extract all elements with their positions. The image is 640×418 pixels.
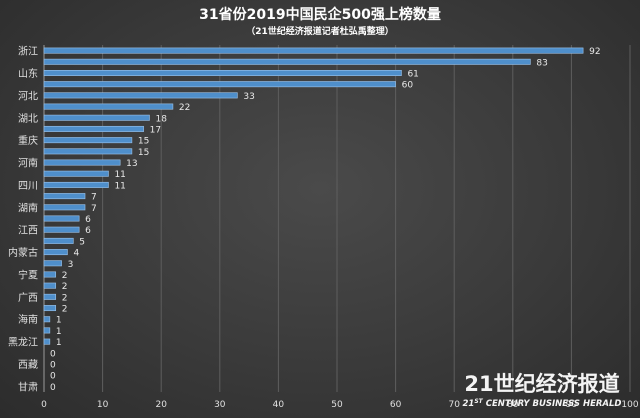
x-tick-label: 50: [331, 400, 343, 410]
category-label: 重庆: [18, 134, 38, 147]
x-tick-label: 100: [621, 400, 638, 410]
data-label: 92: [589, 47, 600, 57]
data-label: 13: [126, 159, 137, 169]
category-label: 山东: [18, 67, 38, 80]
bar: [43, 215, 80, 222]
x-tick-label: 80: [507, 400, 519, 410]
data-label: 3: [68, 260, 74, 270]
x-axis-ticks: 0 10 20 30 40 50 60 70 80 90 100: [41, 400, 639, 410]
data-label: 7: [91, 204, 97, 214]
grid-lines: [43, 45, 631, 392]
bar: [43, 114, 150, 121]
data-label: 61: [407, 69, 418, 79]
bar: [43, 125, 144, 132]
data-label: 5: [79, 237, 85, 247]
bar: [43, 148, 133, 155]
watermark-logo-en: 21ST CENTURY BUSINESS HERALD: [463, 398, 622, 409]
x-tick-label: 40: [273, 400, 285, 410]
bars: 9283616033221817151513111177665432222111…: [43, 47, 601, 393]
data-label: 83: [536, 58, 547, 68]
bar: [43, 47, 584, 54]
data-label: 15: [138, 148, 149, 158]
data-label: 22: [179, 103, 190, 113]
data-label: 2: [62, 271, 68, 281]
bar: [43, 316, 51, 323]
category-label: 甘肃: [18, 380, 38, 393]
data-label: 1: [56, 338, 62, 348]
category-label: 浙江: [18, 46, 38, 58]
category-label: 黑龙江: [8, 336, 38, 349]
data-label: 2: [62, 282, 68, 292]
data-label: 17: [150, 125, 161, 135]
category-label: 湖北: [18, 113, 38, 125]
data-label: 1: [56, 327, 62, 337]
bar: [43, 103, 174, 110]
data-label: 0: [50, 383, 56, 393]
bar: [43, 237, 74, 244]
data-label: 7: [91, 193, 97, 203]
bar: [43, 338, 51, 345]
category-label: 海南: [18, 313, 38, 326]
bar: [43, 69, 402, 76]
bar: [43, 305, 57, 312]
bar: [43, 81, 396, 88]
data-label: 1: [56, 316, 62, 326]
x-tick-label: 90: [566, 400, 578, 410]
bar: [43, 193, 86, 200]
data-label: 33: [243, 92, 254, 102]
category-label: 西藏: [18, 359, 38, 371]
bar: [43, 271, 57, 278]
bar: [43, 181, 109, 188]
category-label: 河北: [18, 90, 38, 102]
category-label: 湖南: [18, 201, 38, 214]
data-label: 4: [73, 249, 79, 259]
data-label: 11: [114, 170, 125, 180]
bar: [43, 58, 531, 65]
category-label: 广西: [18, 292, 38, 304]
bar: [43, 249, 68, 256]
data-label: 60: [402, 81, 414, 91]
data-label: 6: [85, 226, 91, 236]
data-label: 2: [62, 305, 68, 315]
bar: [43, 327, 51, 334]
data-label: 0: [50, 349, 56, 359]
category-label: 江西: [18, 225, 38, 237]
watermark-logo-cn: 21世纪经济报道: [464, 372, 619, 396]
x-tick-label: 20: [155, 400, 167, 410]
category-label: 宁夏: [18, 268, 38, 281]
chart-subtitle: （21世纪经济报道记者杜弘禹整理）: [246, 25, 394, 37]
data-label: 0: [50, 361, 56, 371]
bar: [43, 293, 57, 300]
bar: [43, 260, 62, 267]
bar: [43, 92, 238, 99]
x-tick-label: 60: [390, 400, 402, 410]
x-tick-label: 10: [97, 400, 109, 410]
x-tick-label: 0: [41, 400, 47, 410]
x-tick-label: 30: [214, 400, 226, 410]
data-label: 11: [114, 181, 125, 191]
category-label: 四川: [18, 181, 38, 192]
bar: [43, 159, 121, 166]
chart-title: 31省份2019中国民企500强上榜数量: [199, 6, 441, 23]
data-label: 2: [62, 293, 68, 303]
bar: [43, 204, 86, 211]
bar: [43, 226, 80, 233]
data-label: 15: [138, 137, 149, 147]
x-tick-label: 70: [448, 400, 460, 410]
category-label: 河南: [18, 157, 38, 170]
category-label: 内蒙古: [8, 246, 38, 259]
watermark: 21世纪经济报道 21ST CENTURY BUSINESS HERALD: [463, 372, 622, 409]
bar: [43, 170, 109, 177]
data-label: 6: [85, 215, 91, 225]
bar: [43, 282, 57, 289]
data-label: 0: [50, 372, 56, 382]
data-label: 18: [155, 114, 167, 124]
bar: [43, 137, 133, 144]
